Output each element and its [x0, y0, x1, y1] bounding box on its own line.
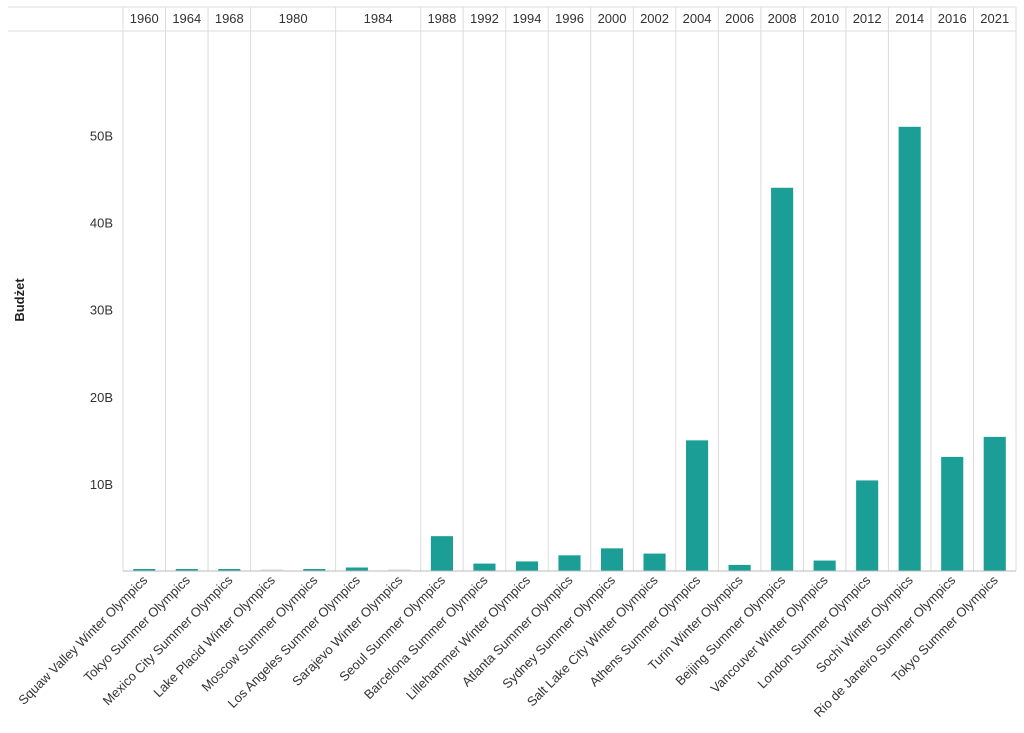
bar: [771, 187, 794, 571]
bar: [941, 456, 964, 571]
bar: [133, 569, 156, 571]
year-label: 2016: [938, 11, 967, 26]
bar: [430, 536, 453, 571]
year-label: 1964: [172, 11, 201, 26]
year-label: 2008: [768, 11, 797, 26]
year-label: 1996: [555, 11, 584, 26]
year-label: 2002: [640, 11, 669, 26]
year-label: 2014: [895, 11, 924, 26]
y-tick-label: 30B: [90, 303, 113, 318]
bar: [600, 548, 624, 571]
bar: [303, 569, 326, 571]
bar: [218, 569, 241, 571]
bar: [515, 561, 539, 571]
year-label: 2021: [980, 11, 1009, 26]
bar: [898, 126, 921, 571]
y-axis-ticks: 10B 20B 30B 40B 50B: [90, 129, 113, 492]
bar: [728, 564, 751, 571]
y-tick-label: 20B: [90, 390, 113, 405]
year-label: 1994: [513, 11, 542, 26]
y-axis-label: Budżet: [12, 278, 27, 322]
y-tick-label: 50B: [90, 129, 113, 144]
bar: [260, 569, 283, 571]
year-header: 1960 1964 1968 1980 1984 1988 1992 1994 1996 2000…: [130, 11, 1009, 26]
bar: [686, 440, 709, 571]
year-label: 1980: [279, 11, 308, 26]
year-label: 2006: [725, 11, 754, 26]
bars: [133, 126, 1006, 571]
y-tick-label: 10B: [90, 477, 113, 492]
year-label: 1984: [364, 11, 393, 26]
year-label: 2004: [683, 11, 712, 26]
bar: [813, 560, 836, 571]
bar: [643, 553, 666, 571]
bar: [175, 569, 198, 571]
bar: [473, 563, 496, 571]
bar: [345, 567, 368, 571]
year-label: 1992: [470, 11, 499, 26]
grid-lines: [122, 7, 1017, 571]
year-label: 1968: [215, 11, 244, 26]
bar: [983, 436, 1006, 571]
year-label: 2012: [853, 11, 882, 26]
year-label: 1988: [427, 11, 456, 26]
year-label: 2010: [810, 11, 839, 26]
year-label: 1960: [130, 11, 159, 26]
axes: [8, 6, 1016, 572]
bar: [388, 569, 411, 571]
bar: [856, 480, 879, 571]
y-tick-label: 40B: [90, 216, 113, 231]
bar: [558, 555, 581, 571]
year-label: 2000: [598, 11, 627, 26]
